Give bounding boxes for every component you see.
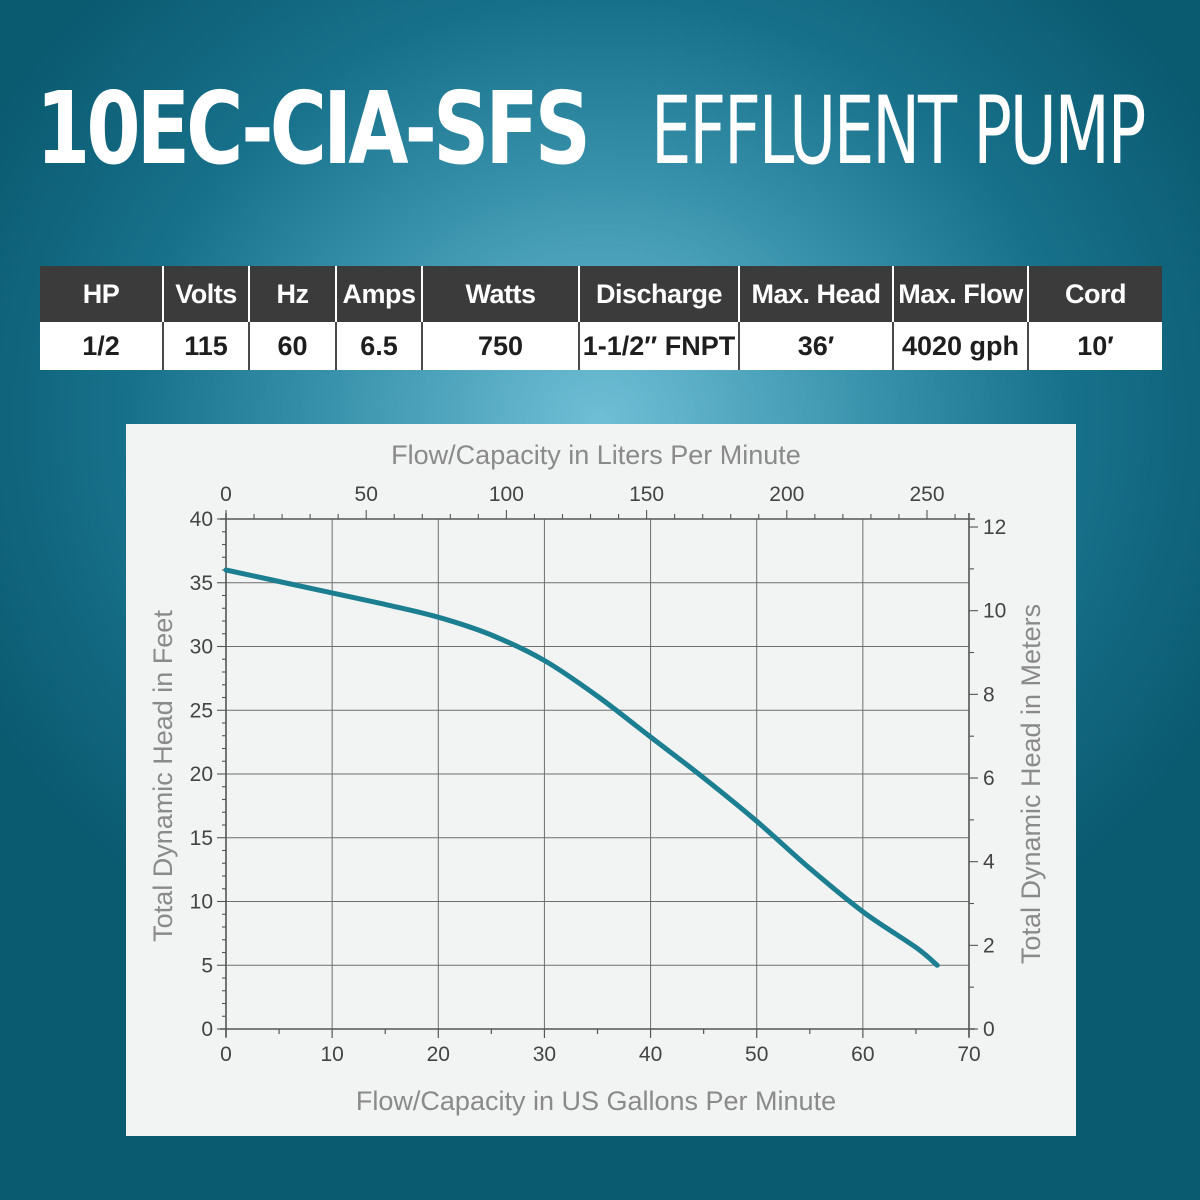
x2-axis-title: Flow/Capacity in Liters Per Minute [391, 440, 801, 470]
model-number: 10EC-CIA-SFS [36, 70, 591, 187]
spec-value-max-flow: 4020 gph [892, 322, 1028, 370]
y-tick-label: 20 [190, 763, 213, 786]
y-tick-label: 35 [190, 572, 213, 595]
chart-series [223, 567, 940, 968]
x-tick-label: 20 [427, 1043, 450, 1066]
specs-table: HP Volts Hz Amps Watts Discharge Max. He… [40, 266, 1162, 370]
y2-tick-label: 6 [983, 767, 995, 790]
y2-tick-label: 0 [983, 1018, 995, 1041]
x-tick-label: 70 [957, 1043, 980, 1066]
spec-header-watts: Watts [421, 266, 579, 322]
spec-header-cord: Cord [1027, 266, 1162, 322]
spec-value-volts: 115 [162, 322, 249, 370]
y2-tick-label: 4 [983, 851, 995, 874]
x-tick-label: 0 [220, 1043, 232, 1066]
y-tick-label: 15 [190, 827, 213, 850]
chart-grid [226, 519, 969, 1029]
x2-tick-label: 150 [629, 483, 664, 506]
x2-tick-label: 50 [355, 483, 378, 506]
x-tick-label: 30 [533, 1043, 556, 1066]
x-tick-label: 40 [639, 1043, 662, 1066]
product-description: EFFLUENT PUMP [650, 77, 1146, 186]
spec-value-discharge: 1-1/2″ FNPT [578, 322, 739, 370]
y-tick-label: 10 [190, 891, 213, 914]
spec-header-discharge: Discharge [578, 266, 739, 322]
y2-tick-label: 2 [983, 934, 995, 957]
spec-value-cord: 10′ [1027, 322, 1162, 370]
spec-header-hp: HP [40, 266, 163, 322]
y2-tick-label: 12 [983, 516, 1006, 539]
y-axis-title: Total Dynamic Head in Feet [148, 610, 178, 942]
pump-curve-chart: 0 10 20 30 40 50 60 70 0 5 10 15 20 25 30 35 40 0 50 100 150… [126, 424, 1076, 1136]
y-tick-label: 0 [201, 1018, 213, 1041]
x2-tick-label: 100 [489, 483, 524, 506]
x-axis-title: Flow/Capacity in US Gallons Per Minute [356, 1086, 836, 1116]
x-tick-label: 50 [745, 1043, 768, 1066]
y2-tick-label: 10 [983, 600, 1006, 623]
spec-header-max-flow: Max. Flow [892, 266, 1028, 322]
x-tick-label: 60 [851, 1043, 874, 1066]
spec-value-hp: 1/2 [40, 322, 163, 370]
x2-tick-label: 200 [769, 483, 804, 506]
y-tick-label: 40 [190, 508, 213, 531]
y-tick-label: 30 [190, 636, 213, 659]
page-title: 10EC-CIA-SFS EFFLUENT PUMP [36, 70, 1176, 200]
x2-tick-label: 0 [220, 483, 232, 506]
y-tick-label: 5 [201, 954, 213, 977]
y-tick-label: 25 [190, 699, 213, 722]
spec-header-hz: Hz [248, 266, 336, 322]
spec-header-amps: Amps [335, 266, 422, 322]
spec-value-max-head: 36′ [738, 322, 893, 370]
specs-header-row: HP Volts Hz Amps Watts Discharge Max. He… [40, 266, 1162, 322]
spec-value-watts: 750 [421, 322, 579, 370]
spec-value-amps: 6.5 [335, 322, 422, 370]
x2-tick-label: 250 [909, 483, 944, 506]
y2-axis-title: Total Dynamic Head in Meters [1016, 604, 1046, 964]
spec-header-max-head: Max. Head [738, 266, 893, 322]
spec-value-hz: 60 [248, 322, 336, 370]
spec-header-volts: Volts [162, 266, 249, 322]
chart-ticks [217, 510, 978, 1038]
x-tick-label: 10 [320, 1043, 343, 1066]
y2-tick-label: 8 [983, 683, 995, 706]
specs-value-row: 1/2 115 60 6.5 750 1-1/2″ FNPT 36′ 4020 … [40, 322, 1162, 370]
pump-curve-line [223, 567, 940, 968]
